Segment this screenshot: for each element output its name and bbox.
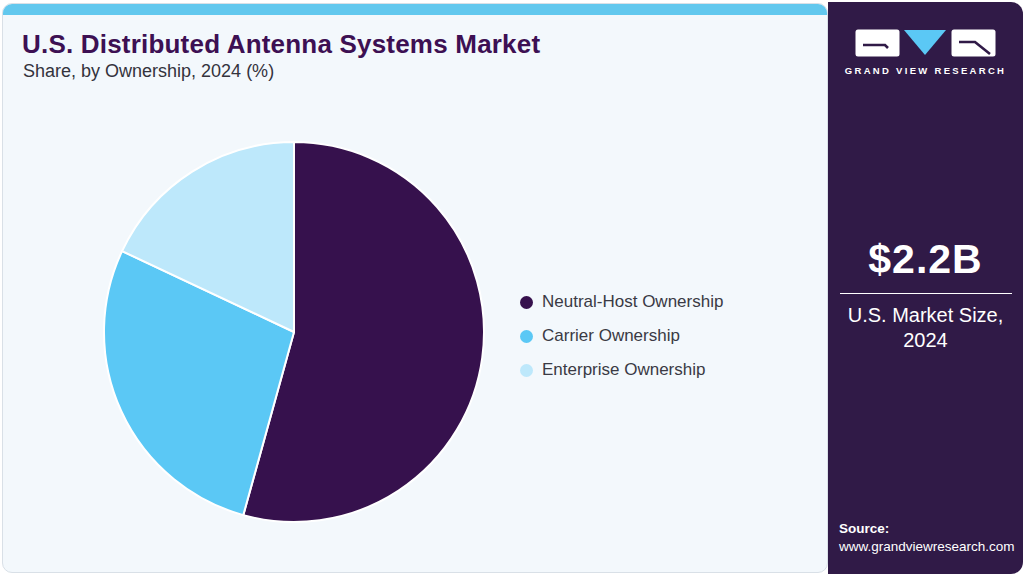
source-block: Source: www.grandviewresearch.com	[839, 520, 1015, 556]
legend-item: Neutral-Host Ownership	[520, 292, 723, 312]
divider-line	[840, 293, 1012, 294]
legend-swatch-icon	[520, 364, 533, 377]
pie-chart	[100, 138, 488, 526]
gvr-logo: GRAND VIEW RESEARCH	[828, 29, 1023, 76]
market-size-label: U.S. Market Size, 2024	[828, 303, 1023, 353]
top-accent-bar	[3, 4, 827, 15]
legend-label: Enterprise Ownership	[542, 360, 705, 380]
chart-card: U.S. Distributed Antenna Systems Market …	[2, 3, 828, 573]
logo-g-box	[856, 30, 900, 57]
legend-item: Carrier Ownership	[520, 326, 723, 346]
market-size-label-line1: U.S. Market Size,	[828, 303, 1023, 328]
brand-sidebar: GRAND VIEW RESEARCH $2.2B U.S. Market Si…	[828, 2, 1023, 574]
legend-label: Carrier Ownership	[542, 326, 680, 346]
gvr-logo-icon	[855, 29, 996, 58]
source-label: Source:	[839, 520, 1015, 538]
logo-v-triangle-icon	[904, 30, 946, 55]
page-subtitle: Share, by Ownership, 2024 (%)	[23, 61, 274, 82]
legend-swatch-icon	[520, 330, 533, 343]
market-size-label-line2: 2024	[828, 328, 1023, 353]
chart-legend: Neutral-Host Ownership Carrier Ownership E…	[520, 292, 723, 394]
legend-swatch-icon	[520, 296, 533, 309]
source-url[interactable]: www.grandviewresearch.com	[839, 538, 1015, 556]
infographic: U.S. Distributed Antenna Systems Market …	[0, 0, 1025, 576]
pie-chart-svg	[100, 138, 488, 526]
market-size-block: $2.2B U.S. Market Size, 2024	[828, 236, 1023, 353]
market-size-value: $2.2B	[828, 236, 1023, 283]
legend-label: Neutral-Host Ownership	[542, 292, 723, 312]
brand-name: GRAND VIEW RESEARCH	[845, 65, 1006, 76]
legend-item: Enterprise Ownership	[520, 360, 723, 380]
page-title: U.S. Distributed Antenna Systems Market	[22, 29, 540, 60]
